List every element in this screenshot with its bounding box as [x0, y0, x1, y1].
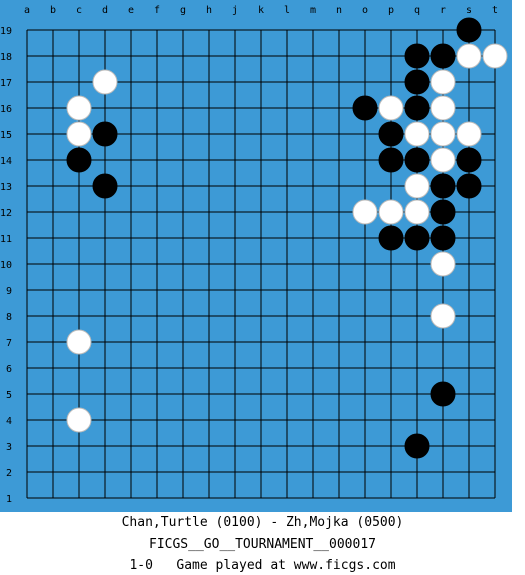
black-stone — [66, 147, 92, 173]
column-label: r — [440, 5, 446, 16]
white-stone — [378, 95, 404, 121]
row-label: 7 — [6, 338, 12, 349]
black-stone — [430, 199, 456, 225]
white-stone — [430, 121, 456, 147]
white-stone — [92, 69, 118, 95]
column-label: p — [388, 5, 394, 16]
column-label: b — [50, 5, 56, 16]
white-stone — [404, 173, 430, 199]
white-stone — [352, 199, 378, 225]
row-label: 1 — [6, 494, 12, 505]
black-stone — [404, 69, 430, 95]
column-label: k — [258, 5, 264, 16]
white-stone — [66, 95, 92, 121]
black-stone — [404, 147, 430, 173]
black-stone — [352, 95, 378, 121]
black-stone — [92, 173, 118, 199]
white-stone — [430, 95, 456, 121]
black-stone — [378, 225, 404, 251]
white-stone — [378, 199, 404, 225]
black-stone — [404, 43, 430, 69]
row-label: 14 — [0, 156, 12, 167]
column-label: n — [336, 5, 342, 16]
white-stone — [66, 407, 92, 433]
white-stone — [66, 329, 92, 355]
column-label: m — [310, 5, 316, 16]
black-stone — [456, 147, 482, 173]
black-stone — [92, 121, 118, 147]
row-label: 9 — [6, 286, 12, 297]
black-stone — [430, 381, 456, 407]
white-stone — [482, 43, 508, 69]
row-label: 3 — [6, 442, 12, 453]
column-label: t — [492, 5, 498, 16]
row-label: 13 — [0, 182, 12, 193]
players: Chan,Turtle (0100) - Zh,Mojka (0500) — [121, 515, 404, 530]
black-stone — [430, 43, 456, 69]
black-stone — [430, 173, 456, 199]
black-stone — [404, 433, 430, 459]
row-label: 6 — [6, 364, 12, 375]
row-label: 12 — [0, 208, 12, 219]
result: 1-0 Game played at www.ficgs.com — [129, 558, 396, 573]
column-label: j — [232, 5, 238, 16]
column-label: f — [154, 5, 160, 16]
column-label: h — [206, 5, 212, 16]
white-stone — [66, 121, 92, 147]
row-label: 17 — [0, 78, 12, 89]
black-stone — [404, 225, 430, 251]
white-stone — [430, 303, 456, 329]
column-label: q — [414, 5, 420, 16]
go-board: a b c d e f g h j k l m n o p q r s t191817161514131211109… — [0, 0, 512, 512]
row-label: 19 — [0, 26, 12, 37]
row-label: 2 — [6, 468, 12, 479]
column-label: e — [128, 5, 134, 16]
white-stone — [430, 147, 456, 173]
event: FICGS__GO__TOURNAMENT__000017 — [149, 537, 376, 552]
black-stone — [456, 173, 482, 199]
column-label: a — [24, 5, 30, 16]
black-stone — [378, 121, 404, 147]
white-stone — [430, 69, 456, 95]
column-label: d — [102, 5, 108, 16]
column-label: o — [362, 5, 368, 16]
black-stone — [456, 17, 482, 43]
white-stone — [430, 251, 456, 277]
row-label: 11 — [0, 234, 12, 245]
white-stone — [456, 43, 482, 69]
row-label: 8 — [6, 312, 12, 323]
row-label: 10 — [0, 260, 12, 271]
row-label: 4 — [6, 416, 12, 427]
column-label: c — [76, 5, 82, 16]
black-stone — [404, 95, 430, 121]
white-stone — [404, 121, 430, 147]
white-stone — [456, 121, 482, 147]
black-stone — [378, 147, 404, 173]
row-label: 5 — [6, 390, 12, 401]
column-label: l — [284, 5, 290, 16]
row-label: 15 — [0, 130, 12, 141]
black-stone — [430, 225, 456, 251]
white-stone — [404, 199, 430, 225]
column-label: g — [180, 5, 186, 16]
column-label: s — [466, 5, 472, 16]
row-label: 18 — [0, 52, 12, 63]
row-label: 16 — [0, 104, 12, 115]
